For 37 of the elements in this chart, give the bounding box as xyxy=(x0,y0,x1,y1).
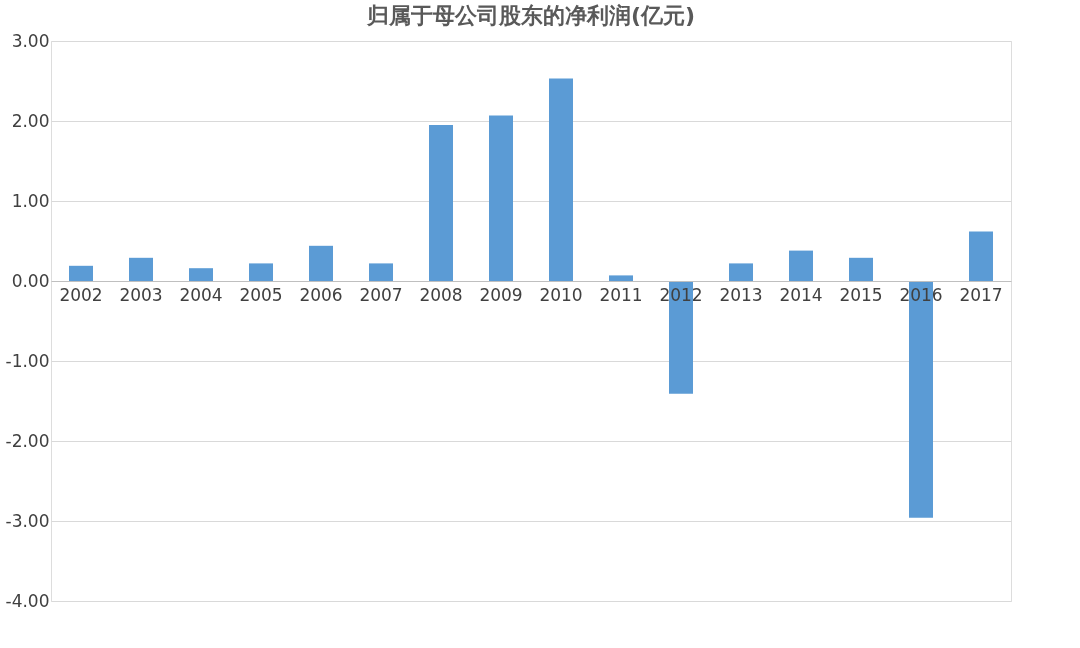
bar xyxy=(369,263,393,281)
y-tick-label: 3.00 xyxy=(11,30,50,51)
y-tick-label: 1.00 xyxy=(11,190,50,211)
x-tick-label: 2011 xyxy=(599,284,643,305)
x-tick-label: 2013 xyxy=(719,284,763,305)
bar xyxy=(969,231,993,281)
bar xyxy=(549,78,573,281)
x-tick-label: 2002 xyxy=(59,284,103,305)
x-tick-label: 2014 xyxy=(779,284,823,305)
x-tick-label: 2015 xyxy=(839,284,883,305)
bar xyxy=(69,265,93,281)
bar xyxy=(429,125,453,281)
y-tick-label: -2.00 xyxy=(5,430,50,451)
bar xyxy=(489,115,513,281)
y-tick-label: -1.00 xyxy=(5,350,50,371)
chart-title: 归属于母公司股东的净利润(亿元) xyxy=(365,3,696,28)
x-tick-label: 2004 xyxy=(179,284,223,305)
y-tick-label: -4.00 xyxy=(5,590,50,611)
x-tick-label: 2009 xyxy=(479,284,523,305)
y-tick-label: 2.00 xyxy=(11,110,50,131)
y-tick-label: 0.00 xyxy=(11,270,50,291)
x-tick-label: 2006 xyxy=(299,284,343,305)
bar xyxy=(309,245,333,281)
x-tick-label: 2005 xyxy=(239,284,283,305)
bar xyxy=(189,268,213,281)
bar xyxy=(129,257,153,281)
bar xyxy=(729,263,753,281)
bar xyxy=(249,263,273,281)
x-tick-label: 2010 xyxy=(539,284,583,305)
bar xyxy=(849,257,873,281)
x-tick-label: 2008 xyxy=(419,284,463,305)
x-tick-label: 2003 xyxy=(119,284,163,305)
x-tick-label: 2017 xyxy=(959,284,1003,305)
x-tick-label: 2007 xyxy=(359,284,403,305)
bar xyxy=(789,250,813,281)
bar xyxy=(609,275,633,281)
y-tick-label: -3.00 xyxy=(5,510,50,531)
